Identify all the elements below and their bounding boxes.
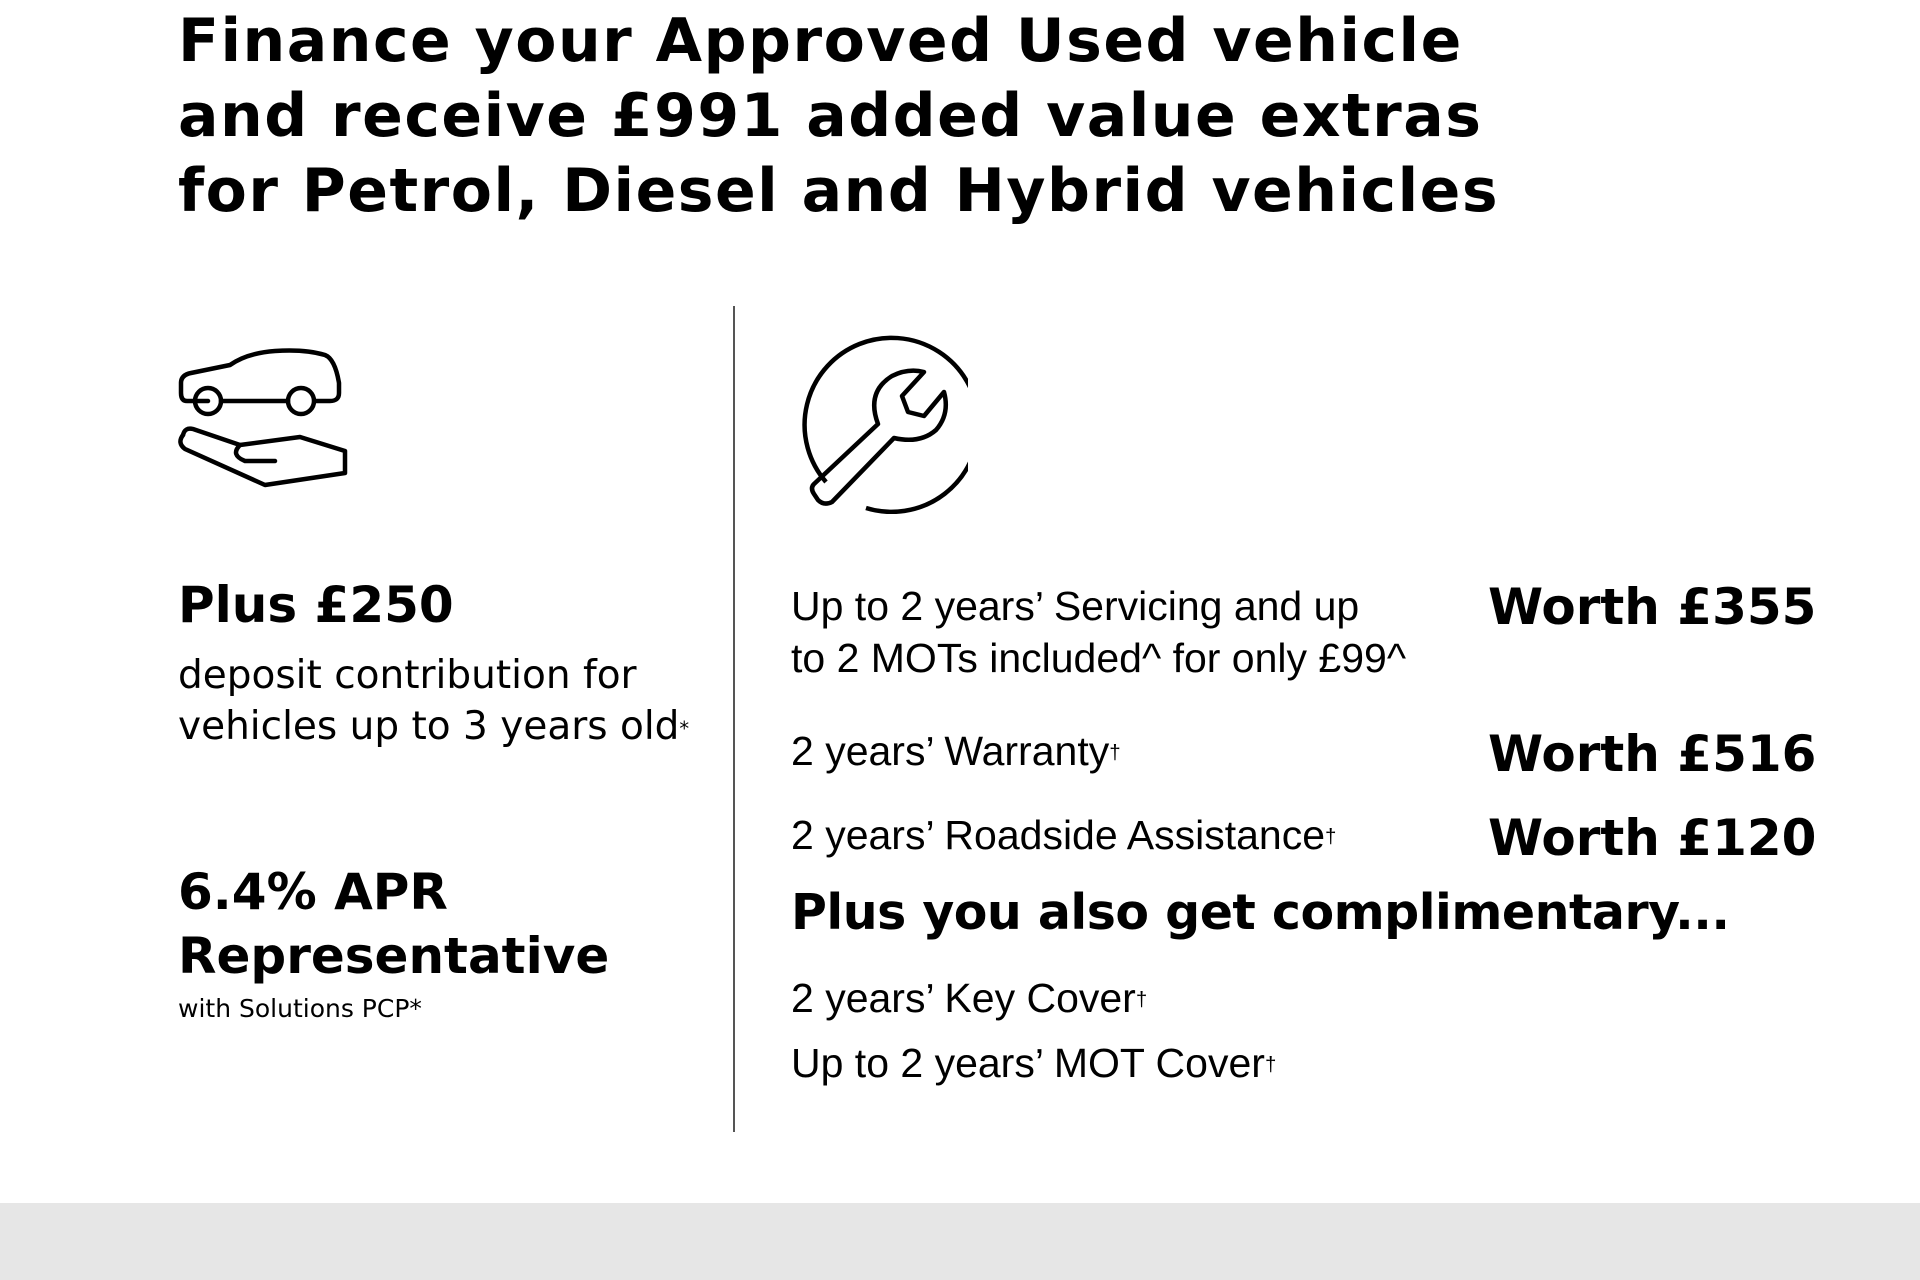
servicing-line: Up to 2 years’ Servicing and up [791, 583, 1360, 629]
deposit-line: vehicles up to 3 years old* [178, 701, 689, 752]
footnote-mark: † [1135, 988, 1148, 1011]
car-on-hand-icon [178, 348, 348, 488]
footnote-mark: † [1325, 825, 1337, 848]
headline-line: Finance your Approved Used vehicle [178, 6, 1463, 76]
deposit-line: deposit contribution for [178, 653, 637, 698]
apr-line-2: Representative [178, 927, 610, 985]
apr-line-1: 6.4% APR [178, 863, 448, 921]
roadside-item: 2 years’ Roadside Assistance† [791, 809, 1336, 861]
column-divider [733, 306, 735, 1132]
roadside-label: 2 years’ Roadside Assistance [791, 812, 1326, 858]
footer-band [0, 1203, 1920, 1280]
footnote-mark: † [1264, 1053, 1277, 1076]
headline-line: and receive £991 added value extras [178, 81, 1483, 151]
warranty-label: 2 years’ Warranty [791, 728, 1110, 774]
servicing-line: to 2 MOTs included^ for only £99^ [791, 635, 1407, 681]
deposit-title: Plus £250 [178, 576, 454, 634]
deposit-description: deposit contribution for vehicles up to … [178, 650, 689, 752]
headline-line: for Petrol, Diesel and Hybrid vehicles [178, 156, 1500, 226]
apr-subtext: with Solutions PCP* [178, 994, 422, 1023]
servicing-worth: Worth £355 [1488, 578, 1817, 636]
key-cover-label: 2 years’ Key Cover [791, 975, 1136, 1021]
warranty-worth: Worth £516 [1488, 725, 1817, 783]
wrench-circle-icon [802, 335, 968, 514]
footnote-mark: † [1109, 741, 1121, 764]
headline: Finance your Approved Used vehicle and r… [178, 4, 1499, 229]
roadside-worth: Worth £120 [1488, 809, 1817, 867]
complimentary-heading: Plus you also get complimentary... [791, 884, 1730, 941]
warranty-item: 2 years’ Warranty† [791, 725, 1121, 777]
servicing-item: Up to 2 years’ Servicing and up to 2 MOT… [791, 580, 1406, 684]
key-cover-item: 2 years’ Key Cover† [791, 972, 1147, 1024]
mot-cover-item: Up to 2 years’ MOT Cover† [791, 1037, 1276, 1089]
deposit-line-text: vehicles up to 3 years old [178, 704, 680, 749]
footnote-mark: * [679, 717, 690, 740]
mot-cover-label: Up to 2 years’ MOT Cover [791, 1040, 1265, 1086]
